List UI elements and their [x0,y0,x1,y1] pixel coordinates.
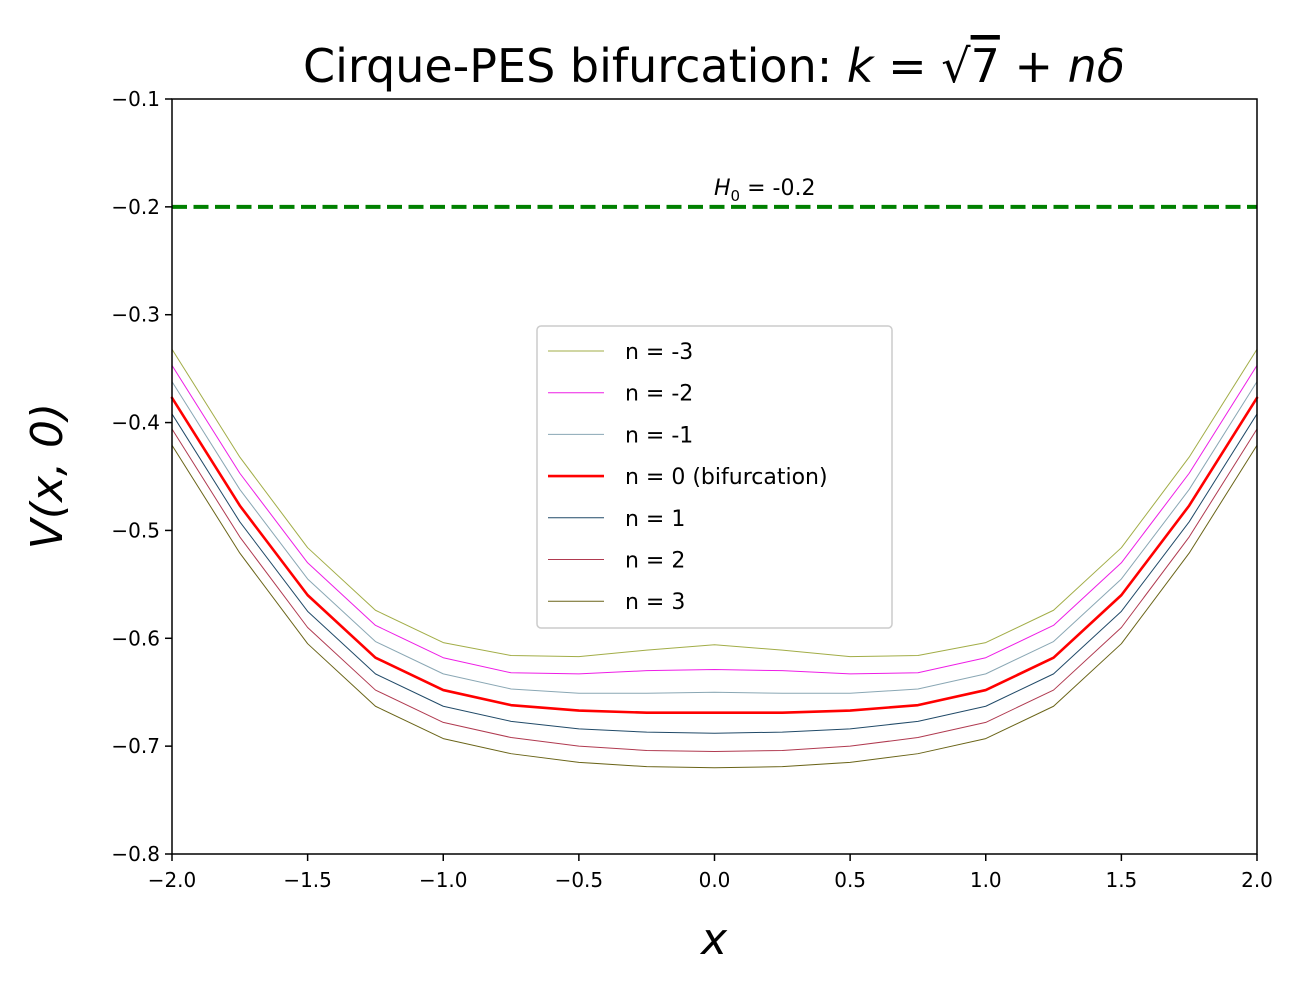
series-line-3 [170,396,1259,715]
x-tick-label: −1.0 [419,868,468,892]
x-tick-label: 0.5 [834,868,866,892]
y-axis-label: V(x, 0) [22,403,73,549]
legend: n = -3 n = -2 n = -1 n = 0 (bifurcation) n =… [536,325,893,629]
series-line-1 [171,364,1258,675]
chart-title-plus: + [1000,39,1068,93]
x-ticks: −2.0 −1.5 −1.0 −0.5 0.0 0.5 1.0 1.5 2.0 [148,854,1273,892]
x-tick-label: 0.0 [699,868,731,892]
legend-label-3: n = 0 (bifurcation) [625,465,828,490]
chart-title-k: k [847,39,876,93]
y-tick-label: −0.4 [111,411,160,435]
reference-line-label-symbol: H [714,176,731,201]
legend-label-4: n = 1 [625,507,685,532]
legend-label-0: n = -3 [625,340,693,365]
reference-line-label-value: = -0.2 [740,176,815,201]
series-line-5 [171,428,1258,753]
chart-title-delta: δ [1097,39,1125,93]
chart-title-n: n [1068,39,1097,93]
legend-label-5: n = 2 [625,549,685,574]
chart-title-sqrt-sign: √ [941,39,971,93]
x-tick-label: −2.0 [148,868,197,892]
chart-title-prefix: Cirque-PES bifurcation: [303,39,847,93]
series-line-2 [171,381,1258,694]
x-tick-label: −1.5 [283,868,332,892]
legend-box [536,325,893,629]
y-tick-label: −0.3 [111,303,160,327]
x-tick-label: 1.5 [1105,868,1137,892]
x-tick-label: 1.0 [970,868,1002,892]
y-tick-label: −0.6 [111,626,160,650]
y-tick-label: −0.8 [111,842,160,866]
y-tick-label: −0.1 [111,87,160,111]
chart-title-eq: = [873,39,941,93]
chart-title-sqrt-arg: 7 [971,39,1000,93]
y-tick-label: −0.2 [111,195,160,219]
y-ticks: −0.1 −0.2 −0.3 −0.4 −0.5 −0.6 −0.7 −0.8 [111,87,172,866]
legend-label-6: n = 3 [625,590,685,615]
series-line-0 [171,348,1258,658]
reference-line-label-subscript: 0 [731,187,741,205]
series-layer [170,348,1259,769]
x-tick-label: 2.0 [1241,868,1273,892]
x-tick-label: −0.5 [555,868,604,892]
chart-title: Cirque-PES bifurcation: k = √7 + nδ [303,39,1125,93]
legend-label-1: n = -2 [625,382,693,407]
y-tick-label: −0.7 [111,734,160,758]
series-line-6 [171,444,1258,769]
y-tick-label: −0.5 [111,518,160,542]
x-axis-label: x [699,914,728,965]
legend-label-2: n = -1 [625,423,693,448]
series-line-4 [171,413,1258,734]
reference-line-label: H0 = -0.2 [714,176,815,205]
